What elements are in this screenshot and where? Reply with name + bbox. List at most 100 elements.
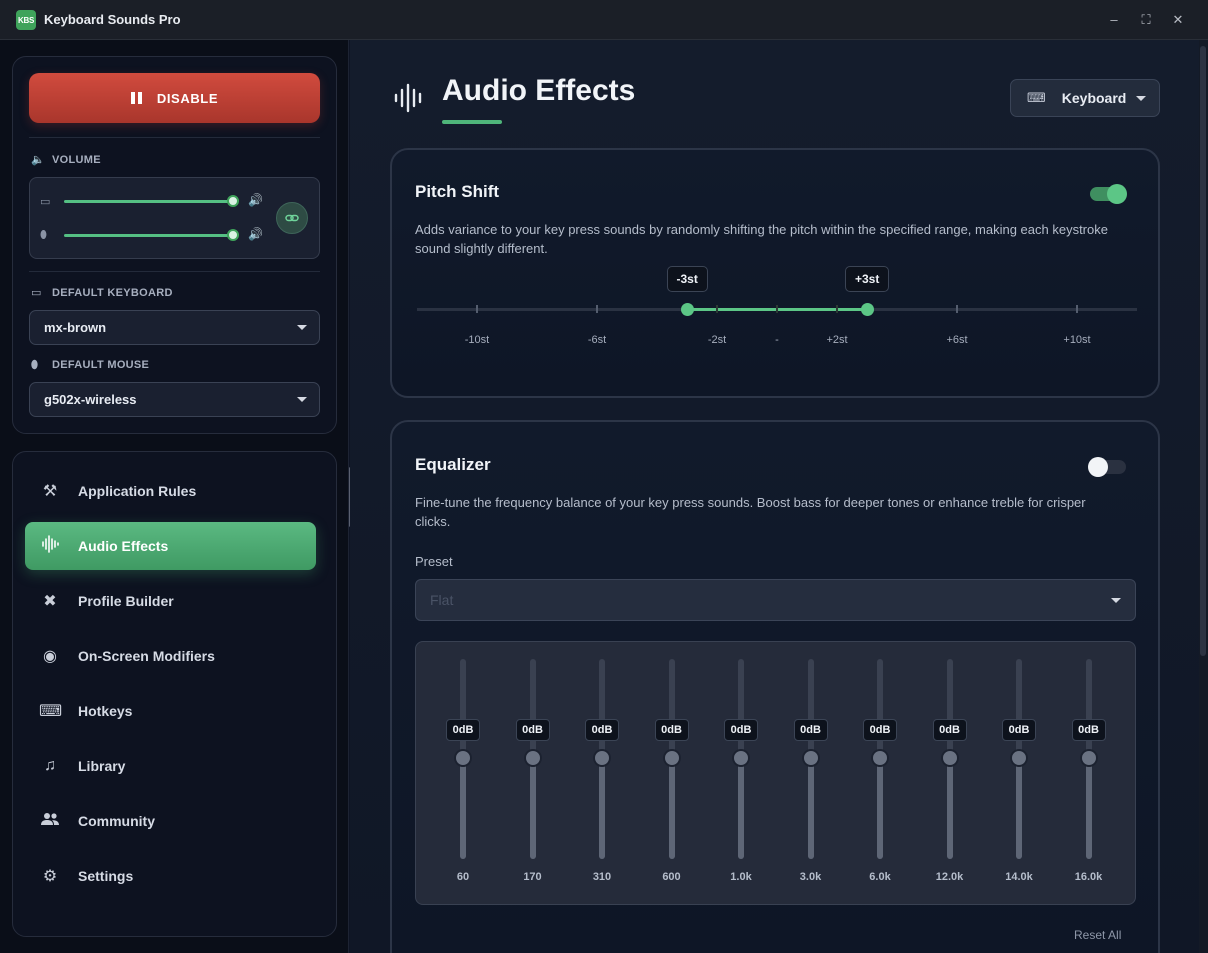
disable-label: DISABLE bbox=[156, 90, 219, 106]
pitch-tick-label: -10st bbox=[464, 334, 490, 346]
keyboard-icon: ▭ bbox=[31, 287, 42, 299]
eq-band-frequency: 170 bbox=[523, 871, 542, 883]
pitch-tick bbox=[476, 305, 478, 313]
eq-band-gain: 0dB bbox=[585, 719, 619, 741]
eq-band-gain: 0dB bbox=[1071, 719, 1106, 741]
keyboard-volume-thumb[interactable] bbox=[227, 195, 239, 207]
equalizer-description: Fine-tune the frequency balance of your … bbox=[415, 495, 1086, 529]
preset-select[interactable]: Flat bbox=[415, 579, 1136, 621]
eq-band-frequency: 600 bbox=[662, 871, 681, 883]
eq-band-fill bbox=[1085, 759, 1092, 859]
pitch-tick-label: -2st bbox=[707, 334, 727, 346]
nav-item-library[interactable]: ♫ Library bbox=[25, 742, 316, 790]
nav-item-on-screen-modifiers[interactable]: ◉ On-Screen Modifiers bbox=[25, 632, 316, 680]
pitch-max-thumb[interactable] bbox=[860, 303, 874, 316]
gear-icon: ⚙ bbox=[42, 868, 58, 885]
eq-band-frequency: 3.0k bbox=[799, 871, 822, 883]
keyboard-volume-row: ▭ 🔊 bbox=[40, 193, 263, 209]
reset-all-button[interactable]: Reset All bbox=[1074, 928, 1122, 942]
scrollbar-thumb[interactable] bbox=[1200, 46, 1206, 656]
eq-band-frequency: 6.0k bbox=[869, 871, 891, 883]
eq-band-thumb[interactable] bbox=[1010, 749, 1028, 767]
mouse-volume-row: ⬮ 🔊 bbox=[40, 227, 263, 243]
eq-band: 0dB 6.0k bbox=[855, 642, 905, 906]
maximize-button[interactable]: ⛶ bbox=[1141, 12, 1151, 27]
link-icon bbox=[285, 214, 299, 222]
pitch-shift-title: Pitch Shift bbox=[415, 182, 500, 201]
toggle-knob bbox=[1088, 457, 1108, 477]
disable-button[interactable]: DISABLE bbox=[29, 73, 320, 123]
equalizer-toggle[interactable] bbox=[1088, 457, 1126, 477]
eq-band-frequency: 1.0k bbox=[730, 871, 752, 883]
waveform-icon bbox=[393, 82, 425, 114]
library-music-icon: ♫ bbox=[44, 757, 56, 774]
minimize-button[interactable]: – bbox=[1110, 12, 1118, 27]
app-title: Keyboard Sounds Pro bbox=[44, 12, 181, 27]
eq-band-fill bbox=[946, 759, 953, 859]
chevron-down-icon bbox=[297, 325, 307, 330]
link-volume-button[interactable] bbox=[276, 202, 308, 234]
eq-band-thumb[interactable] bbox=[593, 749, 611, 767]
pitch-tick-label: +2st bbox=[826, 334, 848, 346]
eq-band: 0dB 310 bbox=[577, 642, 627, 906]
nav-item-application-rules[interactable]: ⚒ Application Rules bbox=[25, 467, 316, 515]
mouse-volume-thumb[interactable] bbox=[227, 229, 239, 241]
eq-band: 0dB 3.0k bbox=[786, 642, 836, 906]
eq-band-gain: 0dB bbox=[515, 719, 550, 741]
eq-band-gain: 0dB bbox=[793, 719, 828, 741]
control-panel: DISABLE 🔈 VOLUME ▭ 🔊 ⬮ 🔊 bbox=[12, 56, 337, 434]
pitch-tick bbox=[716, 305, 718, 313]
eq-band-thumb[interactable] bbox=[1079, 749, 1098, 767]
volume-label: 🔈 VOLUME bbox=[31, 154, 101, 166]
eq-band-thumb[interactable] bbox=[801, 749, 820, 767]
preset-label: Preset bbox=[415, 554, 453, 569]
eq-band-frequency: 60 bbox=[456, 871, 470, 883]
eq-band-thumb[interactable] bbox=[523, 749, 542, 767]
divider bbox=[29, 271, 320, 272]
pitch-min-thumb[interactable] bbox=[680, 303, 694, 316]
pitch-tick bbox=[776, 305, 778, 313]
eq-band-fill bbox=[668, 759, 675, 859]
equalizer-bands: 0dB 60 0dB 170 0dB 310 0dB 600 0dB 1.0k 0dB 3.0k 0dB… bbox=[415, 641, 1136, 905]
app-logo: KBS bbox=[16, 10, 36, 30]
pitch-shift-toggle[interactable] bbox=[1090, 184, 1127, 204]
eq-band-fill bbox=[529, 759, 536, 859]
eq-band: 0dB 60 bbox=[438, 642, 488, 906]
pitch-min-value: -3st bbox=[666, 266, 708, 292]
pitch-max-value: +3st bbox=[845, 266, 890, 292]
close-button[interactable]: ✕ bbox=[1172, 12, 1184, 27]
eq-band-frequency: 14.0k bbox=[1005, 871, 1033, 883]
eq-band-thumb[interactable] bbox=[732, 749, 750, 767]
eq-band-fill bbox=[807, 759, 814, 859]
eq-band: 0dB 1.0k bbox=[716, 642, 766, 906]
eq-band-thumb[interactable] bbox=[662, 749, 681, 767]
eq-band-gain: 0dB bbox=[1002, 719, 1036, 741]
nav-item-community[interactable]: Community bbox=[25, 797, 316, 845]
eq-band-thumb[interactable] bbox=[454, 749, 472, 767]
default-mouse-select[interactable]: g502x-wireless bbox=[29, 382, 320, 417]
eq-band-gain: 0dB bbox=[724, 719, 758, 741]
nav-item-audio-effects[interactable]: Audio Effects bbox=[25, 522, 316, 570]
pitch-tick bbox=[1076, 305, 1078, 313]
nav-item-settings[interactable]: ⚙ Settings bbox=[25, 852, 316, 900]
eq-band-fill bbox=[877, 759, 883, 859]
navigation-panel: ⚒ Application Rules Audio Effects ✖ Prof… bbox=[12, 451, 337, 937]
pitch-tick-label: - bbox=[775, 334, 779, 346]
pitch-tick-label: +10st bbox=[1063, 334, 1091, 346]
title-bar: KBS Keyboard Sounds Pro – ⛶ ✕ bbox=[0, 0, 1208, 40]
mouse-icon: ⬮ bbox=[31, 359, 39, 371]
eq-band-thumb[interactable] bbox=[871, 749, 889, 767]
pause-icon bbox=[130, 92, 143, 104]
keyboard-volume-slider[interactable] bbox=[64, 200, 232, 203]
mouse-volume-slider[interactable] bbox=[64, 234, 232, 237]
mouse-icon: ⬮ bbox=[40, 229, 47, 241]
nav-item-hotkeys[interactable]: ⌨ Hotkeys bbox=[39, 703, 133, 720]
device-type-select[interactable]: ⌨ Keyboard bbox=[1010, 79, 1160, 117]
volume-up-icon: 🔊 bbox=[248, 227, 263, 241]
eq-band-thumb[interactable] bbox=[940, 749, 959, 767]
nav-item-profile-builder[interactable]: ✖ Profile Builder bbox=[25, 577, 316, 625]
waveform-icon bbox=[39, 534, 61, 558]
eq-band-gain: 0dB bbox=[654, 719, 689, 741]
default-keyboard-select[interactable]: mx-brown bbox=[29, 310, 320, 345]
pitch-tick bbox=[836, 305, 838, 313]
